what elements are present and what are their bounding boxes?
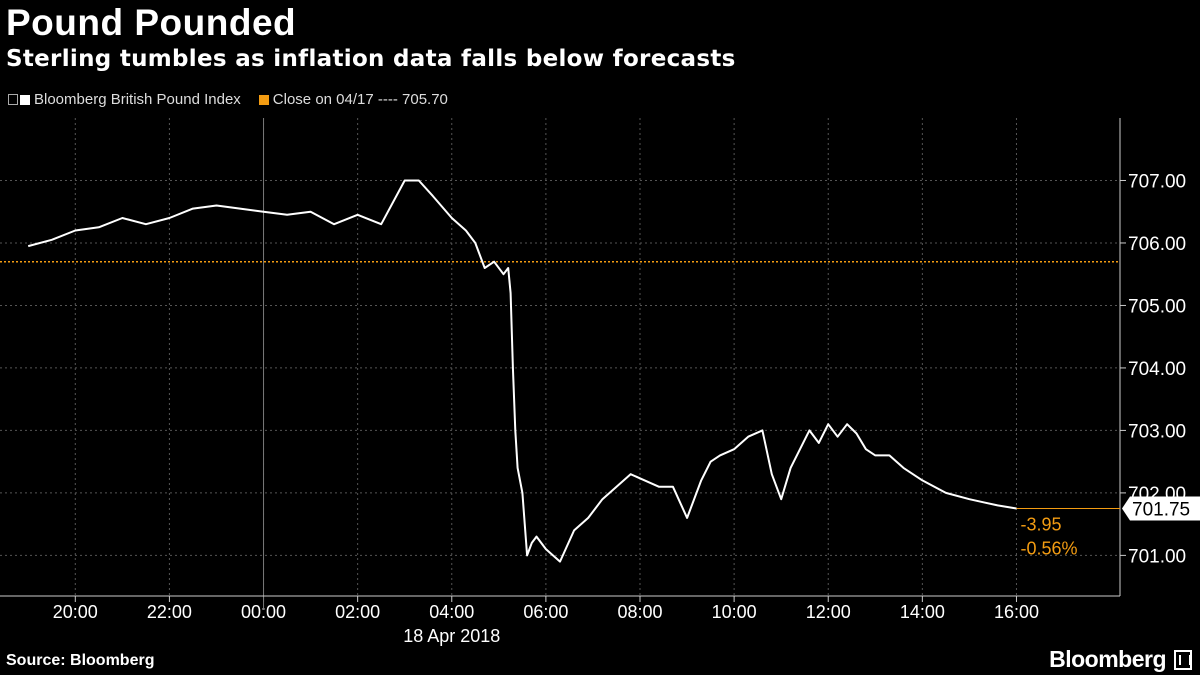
source-note: Source: Bloomberg [6, 652, 155, 669]
y-tick-label: 703.00 [1128, 421, 1186, 442]
x-tick-label: 20:00 [53, 602, 98, 622]
legend-reference: Close on 04/17 ---- 705.70 [258, 91, 448, 108]
last-value-label: 701.75 [1132, 500, 1190, 521]
legend-marker-icon [8, 94, 18, 105]
date-label: 18 Apr 2018 [403, 626, 500, 646]
series-line [27, 179, 1017, 563]
legend-series-swatch [20, 94, 30, 105]
legend-series-label: Bloomberg British Pound Index [34, 91, 241, 108]
x-tick-label: 00:00 [241, 602, 286, 622]
x-tick-label: 16:00 [994, 602, 1039, 622]
bloomberg-icon [1174, 650, 1192, 670]
y-tick-label: 707.00 [1128, 171, 1186, 192]
legend: Bloomberg British Pound Index Close on 0… [8, 91, 466, 108]
y-tick-label: 704.00 [1128, 359, 1186, 380]
legend-series: Bloomberg British Pound Index [8, 91, 241, 108]
change-pct-label: -0.56% [1020, 539, 1077, 559]
x-tick-label: 14:00 [900, 602, 945, 622]
x-tick-label: 04:00 [429, 602, 474, 622]
x-tick-label: 10:00 [712, 602, 757, 622]
y-tick-label: 701.00 [1128, 546, 1186, 567]
x-tick-label: 12:00 [806, 602, 851, 622]
y-tick-label: 705.00 [1128, 296, 1186, 317]
y-tick-label: 706.00 [1128, 234, 1186, 255]
chart-subtitle: Sterling tumbles as inflation data falls… [6, 46, 736, 72]
x-tick-label: 08:00 [617, 602, 662, 622]
change-label: -3.95 [1020, 515, 1061, 535]
x-tick-label: 02:00 [335, 602, 380, 622]
x-tick-label: 06:00 [523, 602, 568, 622]
x-tick-label: 22:00 [147, 602, 192, 622]
legend-reference-label: Close on 04/17 ---- 705.70 [272, 91, 448, 108]
chart-title: Pound Pounded [6, 2, 297, 43]
brand-logo: Bloomberg [1049, 646, 1166, 672]
legend-reference-swatch [258, 94, 269, 105]
last-value-box [1122, 496, 1200, 521]
